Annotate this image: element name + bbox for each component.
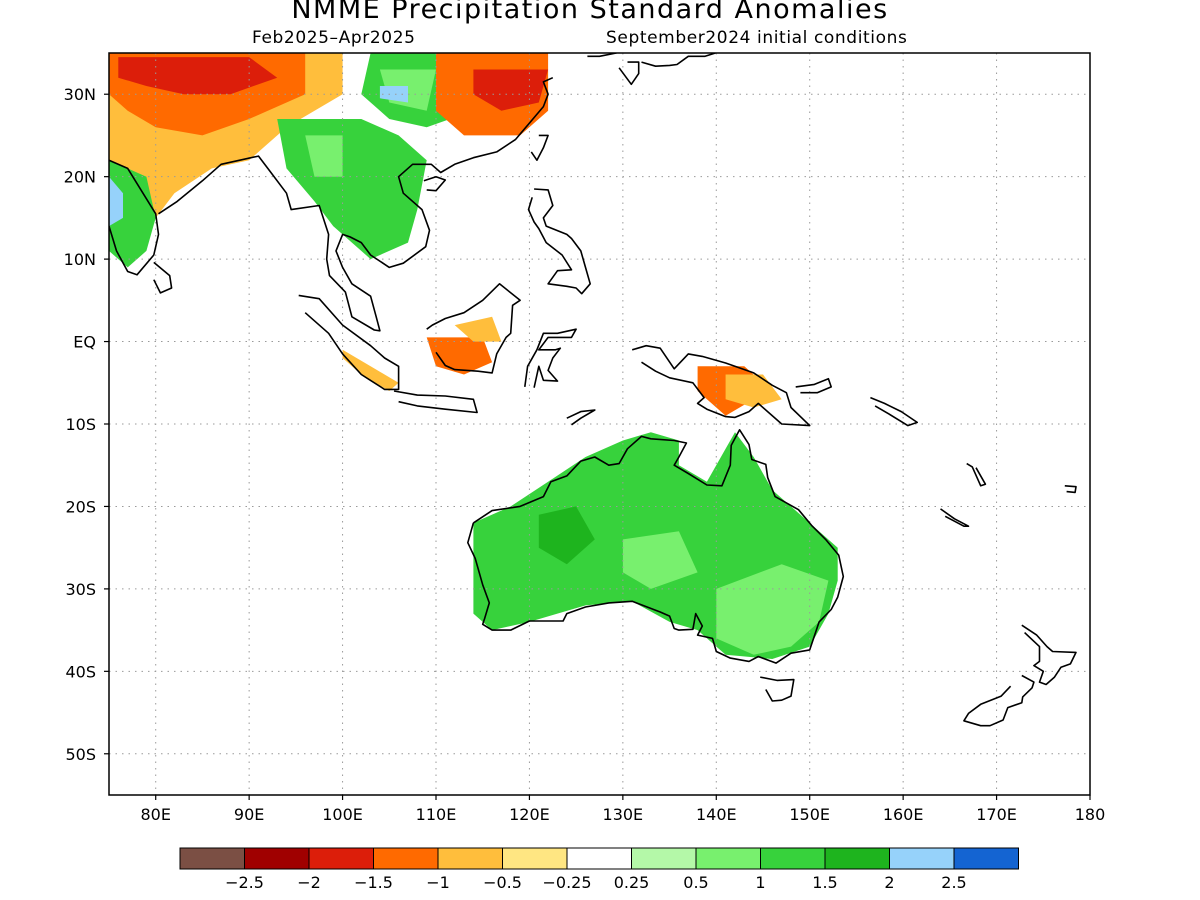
coastline-hainan: [423, 175, 447, 192]
colorbar-labels: −2.5 −2 −1.5 −1 −0.5 −0.25 0.25 0.5 1 1.5 2 2.5: [225, 873, 967, 892]
colorbar-label: 2: [884, 873, 894, 892]
coastline-korea-japan: [587, 53, 618, 58]
lat-tick-label: 40S: [65, 662, 96, 681]
colorbar-label: −0.5: [483, 873, 522, 892]
coastline-nz-south: [963, 674, 1035, 727]
lat-tick-label: 30S: [65, 580, 96, 599]
colorbar-label: −1.5: [354, 873, 393, 892]
coastline-new-guinea: [631, 344, 811, 427]
coastline-vanuatu: [966, 462, 987, 487]
anomaly-region-india-west-wet: [109, 160, 156, 268]
anomaly-region-australia-core-wet: [538, 506, 595, 565]
coastline-nz-north: [1021, 624, 1077, 686]
lat-tick-label: 20N: [64, 168, 96, 187]
colorbar-swatch: [437, 847, 503, 870]
anomaly-region-tibet-blue-spot: [379, 86, 408, 103]
colorbar-swatch: [889, 847, 955, 870]
coastline-borneo: [426, 282, 521, 374]
colorbar-swatch: [566, 847, 632, 870]
coastline-solomon: [870, 396, 919, 427]
lon-tick-label: 130E: [603, 805, 644, 824]
anomaly-region-sumatra-dry: [342, 349, 399, 391]
colorbar-swatch: [760, 847, 826, 870]
colorbar-label: 2.5: [941, 873, 966, 892]
lon-tick-label: 80E: [140, 805, 170, 824]
lat-tick-label: EQ: [73, 333, 96, 352]
colorbar-swatch: [244, 847, 310, 870]
coastlines: [109, 53, 1077, 727]
colorbar-swatch: [502, 847, 568, 870]
colorbar-swatch: [953, 847, 1019, 870]
coastline-shikoku-honshu: [641, 53, 716, 67]
anomaly-region-borneo-dry: [426, 337, 493, 375]
lat-tick-label: 10S: [65, 415, 96, 434]
lat-tick-label: 50S: [65, 745, 96, 764]
coastline-taiwan: [530, 134, 549, 161]
anomaly-region-australia-light-wet: [716, 564, 829, 655]
anomaly-region-se-asia-wet-light: [305, 135, 343, 177]
lon-tick-label: 180: [1075, 805, 1106, 824]
lon-tick-label: 140E: [696, 805, 737, 824]
lon-tick-label: 110E: [416, 805, 457, 824]
coastline-new-caledonia: [940, 508, 970, 528]
lat-tick-label: 20S: [65, 497, 96, 516]
colorbar-label: −0.25: [542, 873, 591, 892]
colorbar-swatch: [308, 847, 374, 870]
coastline-new-britain: [795, 377, 833, 394]
latitude-labels: 30N 20N 10N EQ 10S 20S 30S 40S 50S: [64, 85, 109, 764]
coastline-sumatra: [298, 294, 400, 391]
coastline-australia: [466, 428, 845, 664]
plot-frame: [108, 52, 1091, 796]
forecast-period: Feb2025–Apr2025: [252, 28, 416, 48]
lat-tick-label: 30N: [64, 85, 96, 104]
coastline-tasmania: [760, 676, 795, 702]
colorbar-swatch: [695, 847, 761, 870]
anomaly-shading: [109, 53, 838, 659]
lat-tick-label: 10N: [64, 250, 96, 269]
anomaly-region-borneo-mild-dry: [454, 316, 502, 342]
coastline-fiji: [1064, 485, 1077, 494]
anomaly-region-australia-light-wet-north: [622, 531, 698, 589]
lon-tick-label: 170E: [976, 805, 1017, 824]
map-title: NMME Precipitation Standard Anomalies: [291, 0, 889, 25]
coastline-luzon-mindanao: [527, 188, 592, 295]
colorbar-label: −2: [297, 873, 321, 892]
colorbar-swatch: [179, 847, 245, 870]
coastline-kyushu: [618, 61, 640, 86]
colorbar-swatch: [373, 847, 439, 870]
lon-tick-label: 160E: [883, 805, 924, 824]
colorbar-label: −2.5: [225, 873, 264, 892]
colorbar-label: 1.5: [812, 873, 837, 892]
coastline-srilanka: [153, 261, 173, 294]
colorbar-label: 0.25: [614, 873, 650, 892]
anomaly-region-himalaya-strong-dry: [118, 57, 278, 95]
colorbar-label: −1: [426, 873, 450, 892]
lon-tick-label: 90E: [234, 805, 264, 824]
graticule: [109, 53, 1090, 795]
lon-tick-label: 120E: [509, 805, 550, 824]
longitude-labels: 80E 90E 100E 110E 120E 130E 140E 150E 160E 170E 18…: [140, 795, 1105, 824]
colorbar: [179, 847, 1019, 870]
coastline-timor: [566, 409, 596, 426]
colorbar-label: 1: [755, 873, 765, 892]
coastline-java: [393, 390, 478, 414]
coastline-sulawesi: [524, 328, 577, 388]
lon-tick-label: 150E: [789, 805, 830, 824]
lon-tick-label: 100E: [322, 805, 363, 824]
coastline-india-coast: [109, 159, 160, 276]
anomaly-region-arabian-wet-blue: [109, 176, 123, 227]
colorbar-label: 0.5: [683, 873, 708, 892]
initial-conditions: September2024 initial conditions: [606, 28, 908, 48]
coastline-bay-of-bengal-coast: [158, 76, 554, 332]
colorbar-swatch: [824, 847, 890, 870]
colorbar-swatch: [631, 847, 697, 870]
